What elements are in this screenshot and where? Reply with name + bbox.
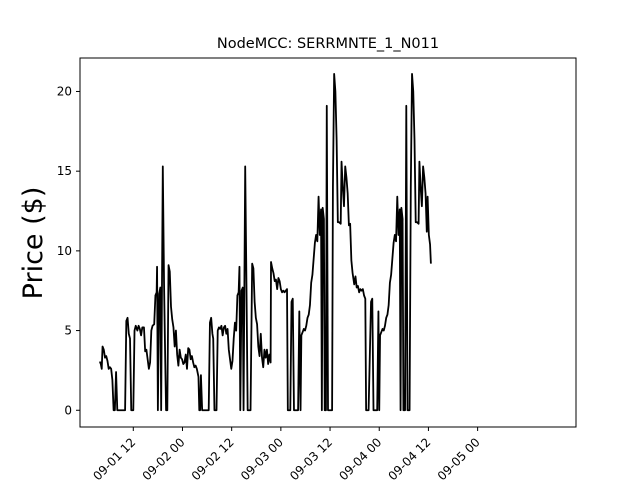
plot-frame <box>79 57 577 428</box>
y-tick-label: 10 <box>57 244 72 258</box>
plot-area <box>99 73 432 412</box>
chart-title: NodeMCC: SERRMNTE_1_N011 <box>217 36 439 52</box>
y-axis-label: Price ($) <box>18 187 49 300</box>
y-tick-label: 5 <box>64 324 72 338</box>
y-tick-label: 20 <box>57 84 72 98</box>
y-axis-ticks: 0 5 10 15 20 <box>57 84 80 417</box>
y-tick-label: 15 <box>57 164 72 178</box>
price-series-line <box>99 73 432 412</box>
y-tick-label: 0 <box>64 403 72 417</box>
